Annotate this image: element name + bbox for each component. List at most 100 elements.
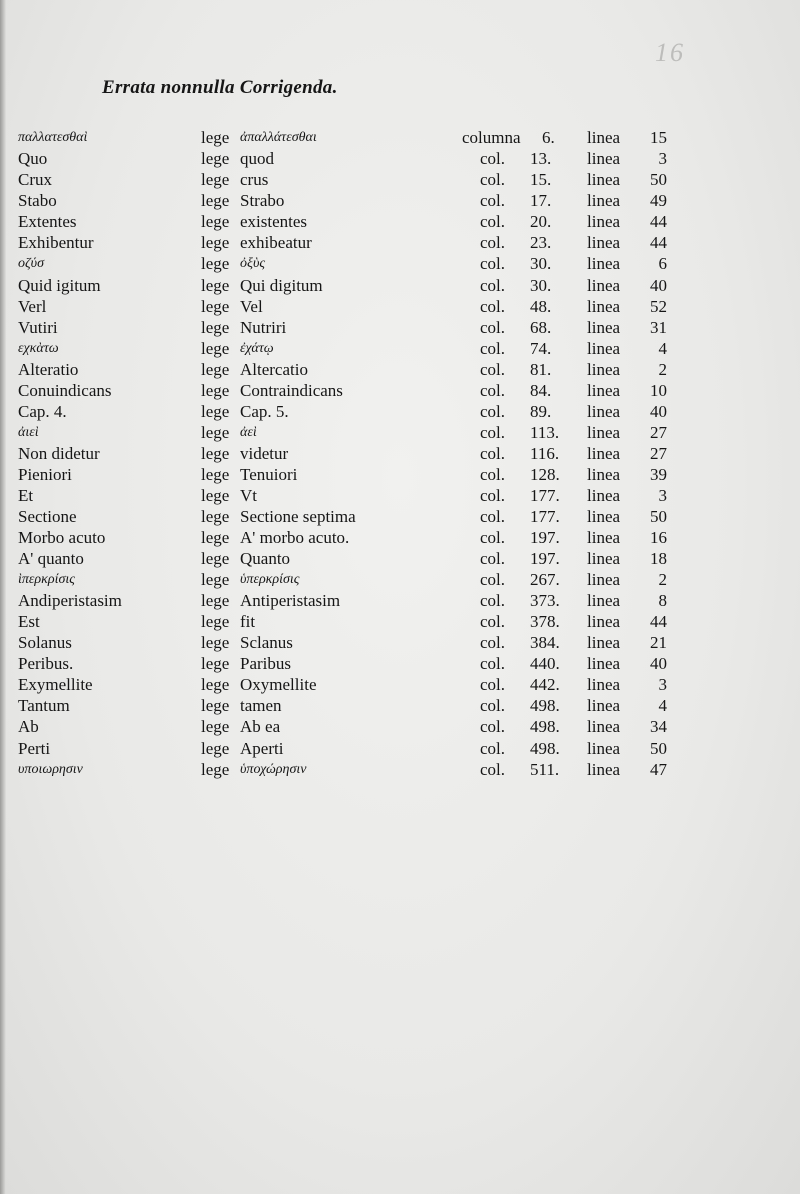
corrected-text: Antiperistasim bbox=[240, 591, 341, 610]
line-number: 44 bbox=[650, 612, 667, 631]
corrected-text: Contraindicans bbox=[240, 381, 343, 400]
linea-label: linea bbox=[587, 760, 621, 779]
errata-row: Exhibentur lege exhibeatur col. 23. linea 44 bbox=[0, 232, 800, 253]
linea-label: linea bbox=[587, 318, 621, 337]
errata-row: Solanus lege Sclanus col. 384. linea 21 bbox=[0, 632, 800, 653]
line-number: 40 bbox=[650, 654, 667, 673]
lege-label: lege bbox=[201, 739, 230, 758]
errata-row: υποιωρησιν lege ὑποχώρησιν col. 511. linea 47 bbox=[0, 759, 800, 780]
line-number: 50 bbox=[650, 507, 667, 526]
line-number: 3 bbox=[658, 486, 668, 505]
column-number: 498. bbox=[530, 696, 560, 715]
erroneous-text: Est bbox=[18, 612, 40, 631]
line-number: 34 bbox=[650, 717, 667, 736]
column-label: col. bbox=[480, 717, 506, 736]
column-label: col. bbox=[480, 423, 506, 442]
erroneous-text: Non didetur bbox=[18, 444, 100, 463]
column-number: 23. bbox=[530, 233, 552, 252]
lege-label: lege bbox=[201, 717, 230, 736]
errata-row: Quo lege quod col. 13. linea 3 bbox=[0, 148, 800, 169]
column-label: col. bbox=[480, 760, 506, 779]
lege-label: lege bbox=[201, 465, 230, 484]
errata-row: Et lege Vt col. 177. linea 3 bbox=[0, 485, 800, 506]
line-number: 39 bbox=[650, 465, 667, 484]
erroneous-text: ἀιεὶ bbox=[18, 425, 39, 440]
linea-label: linea bbox=[587, 360, 621, 379]
corrected-text: Nutriri bbox=[240, 318, 287, 337]
line-number: 49 bbox=[650, 191, 667, 210]
column-number: 6. bbox=[542, 128, 555, 147]
column-number: 81. bbox=[530, 360, 552, 379]
errata-row: Verl lege Vel col. 48. linea 52 bbox=[0, 296, 800, 317]
column-label: col. bbox=[480, 339, 506, 358]
linea-label: linea bbox=[587, 212, 621, 231]
lege-label: lege bbox=[201, 570, 230, 589]
corrected-text: Strabo bbox=[240, 191, 285, 210]
errata-row: Exymellite lege Oxymellite col. 442. linea 3 bbox=[0, 674, 800, 695]
line-number: 52 bbox=[650, 297, 667, 316]
column-number: 128. bbox=[530, 465, 560, 484]
lege-label: lege bbox=[201, 402, 230, 421]
column-number: 89. bbox=[530, 402, 552, 421]
line-number: 50 bbox=[650, 170, 667, 189]
lege-label: lege bbox=[201, 507, 230, 526]
errata-row: Est lege fit col. 378. linea 44 bbox=[0, 611, 800, 632]
lege-label: lege bbox=[201, 254, 230, 273]
lege-label: lege bbox=[201, 212, 230, 231]
linea-label: linea bbox=[587, 549, 621, 568]
linea-label: linea bbox=[587, 297, 621, 316]
erroneous-text: Cap. 4. bbox=[18, 402, 67, 421]
errata-row: Peribus. lege Paribus col. 440. linea 40 bbox=[0, 653, 800, 674]
lege-label: lege bbox=[201, 191, 230, 210]
line-number: 40 bbox=[650, 402, 667, 421]
erroneous-text: Morbo acuto bbox=[18, 528, 106, 547]
linea-label: linea bbox=[587, 507, 621, 526]
errata-row: εχκὰτω lege ἐχάτῳ col. 74. linea 4 bbox=[0, 338, 800, 359]
corrected-text: videtur bbox=[240, 444, 289, 463]
errata-row: Cap. 4. lege Cap. 5. col. 89. linea 40 bbox=[0, 401, 800, 422]
column-label: col. bbox=[480, 444, 506, 463]
lege-label: lege bbox=[201, 444, 230, 463]
lege-label: lege bbox=[201, 612, 230, 631]
column-number: 177. bbox=[530, 486, 560, 505]
errata-row: παλλατεσθαὶ lege ἀπαλλάτεσθαι columna 6. line… bbox=[0, 127, 800, 148]
lege-label: lege bbox=[201, 675, 230, 694]
errata-row: Pieniori lege Tenuiori col. 128. linea 39 bbox=[0, 464, 800, 485]
page-title: Errata nonnulla Corrigenda. bbox=[102, 77, 338, 98]
column-label: col. bbox=[480, 465, 506, 484]
erroneous-text: Tantum bbox=[18, 696, 70, 715]
line-number: 27 bbox=[650, 444, 667, 463]
errata-row: Conuindicans lege Contraindicans col. 84. lin… bbox=[0, 380, 800, 401]
lege-label: lege bbox=[201, 486, 230, 505]
linea-label: linea bbox=[587, 717, 621, 736]
line-number: 4 bbox=[658, 339, 668, 358]
corrected-text: ὑποχώρησιν bbox=[240, 762, 307, 777]
corrected-text: Ab ea bbox=[240, 717, 281, 736]
lege-label: lege bbox=[201, 318, 230, 337]
corrected-text: ἀπαλλάτεσθαι bbox=[240, 130, 317, 145]
erroneous-text: Perti bbox=[18, 739, 51, 758]
erroneous-text: ὶπερκρίσις bbox=[18, 572, 75, 587]
column-number: 442. bbox=[530, 675, 560, 694]
erroneous-text: A' quanto bbox=[18, 549, 84, 568]
line-number: 44 bbox=[650, 212, 667, 231]
erroneous-text: εχκὰτω bbox=[18, 341, 59, 356]
erroneous-text: Quid igitum bbox=[18, 276, 101, 295]
erroneous-text: Conuindicans bbox=[18, 381, 112, 400]
column-label: col. bbox=[480, 675, 506, 694]
lege-label: lege bbox=[201, 654, 230, 673]
column-number: 498. bbox=[530, 739, 560, 758]
line-number: 3 bbox=[658, 675, 668, 694]
line-number: 6 bbox=[658, 254, 668, 273]
column-label: col. bbox=[480, 276, 506, 295]
errata-row: Stabo lege Strabo col. 17. linea 49 bbox=[0, 190, 800, 211]
corrected-text: Vel bbox=[240, 297, 263, 316]
column-number: 48. bbox=[530, 297, 552, 316]
corrected-text: Aperti bbox=[240, 739, 284, 758]
corrected-text: Sectione septima bbox=[240, 507, 356, 526]
column-label: col. bbox=[480, 170, 506, 189]
linea-label: linea bbox=[587, 170, 621, 189]
column-number: 440. bbox=[530, 654, 560, 673]
corrected-text: A' morbo acuto. bbox=[240, 528, 350, 547]
column-number: 17. bbox=[530, 191, 552, 210]
